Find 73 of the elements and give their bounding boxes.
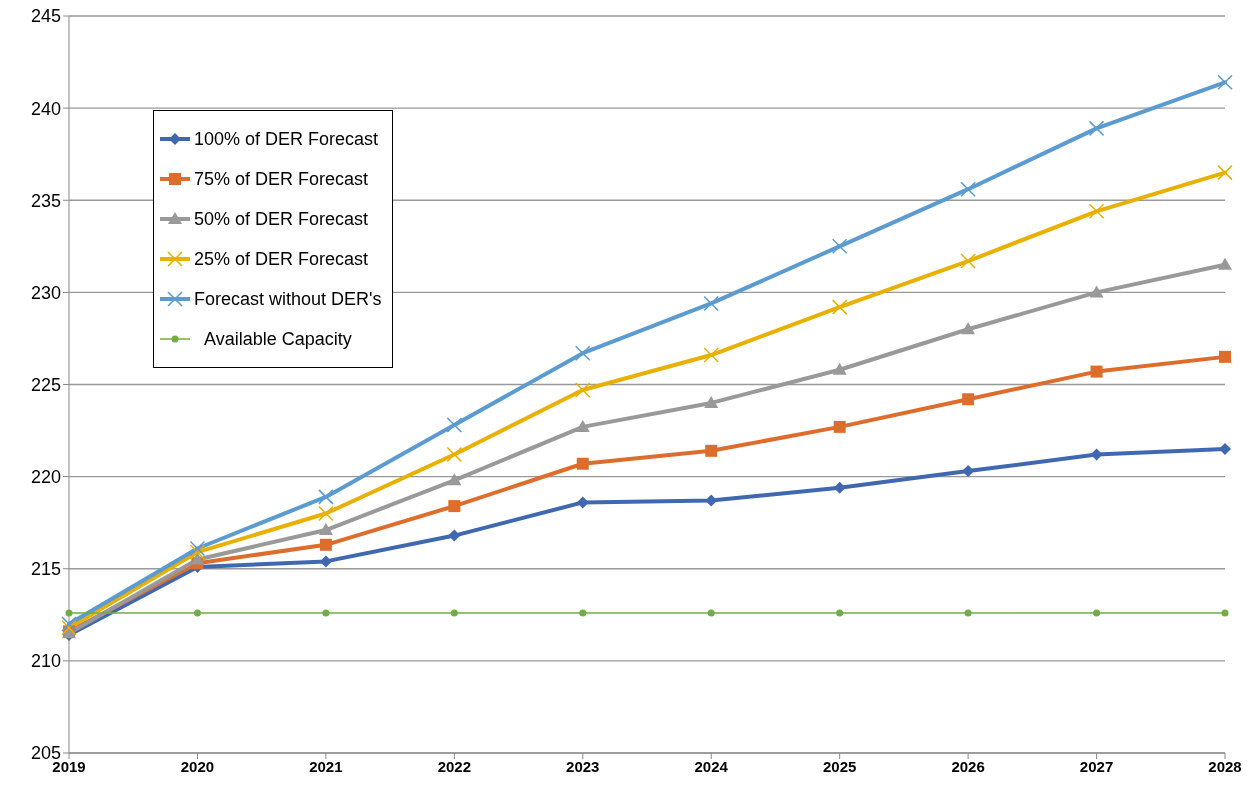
point <box>1221 609 1229 617</box>
point <box>576 457 589 470</box>
point <box>1089 285 1104 298</box>
point <box>703 295 719 312</box>
point <box>1217 164 1233 181</box>
y-tick-label: 210 <box>30 651 61 672</box>
legend-label: Available Capacity <box>204 328 352 350</box>
x-tick-label: 2028 <box>1208 757 1242 775</box>
point <box>962 393 975 406</box>
point <box>450 609 458 617</box>
point <box>61 619 77 636</box>
point <box>831 299 848 315</box>
point <box>579 609 587 617</box>
point <box>446 446 463 463</box>
point <box>318 489 334 505</box>
point <box>1219 350 1231 363</box>
point <box>575 419 590 432</box>
point <box>1093 609 1101 617</box>
y-tick-label: 225 <box>30 374 61 395</box>
y-tick-label: 220 <box>30 467 61 488</box>
x-tick-label: 2025 <box>822 757 857 775</box>
point <box>575 345 591 361</box>
legend-label: 75% of DER Forecast <box>194 168 369 190</box>
x-tick-label: 2024 <box>694 757 729 775</box>
legend-label: 25% of DER Forecast <box>194 248 369 270</box>
x-tick-label: 2021 <box>309 757 343 775</box>
point <box>833 420 846 433</box>
point <box>318 523 333 536</box>
point <box>960 253 976 269</box>
y-tick-label: 215 <box>30 559 61 580</box>
legend-label: Forecast without DER's <box>194 288 382 310</box>
point <box>961 322 976 335</box>
x-tick-label: 2023 <box>566 757 600 775</box>
x-tick-label: 2020 <box>180 757 215 775</box>
y-tick-label: 230 <box>30 282 61 303</box>
point <box>1218 257 1232 270</box>
point <box>1088 203 1105 220</box>
y-tick-label: 240 <box>30 98 61 119</box>
y-tick-label: 235 <box>30 190 61 211</box>
point <box>960 181 976 197</box>
point <box>448 529 461 542</box>
y-tick-label: 245 <box>30 6 61 27</box>
point <box>707 609 715 617</box>
point <box>832 362 847 375</box>
point <box>1219 442 1231 455</box>
x-tick-label: 2027 <box>1079 757 1114 775</box>
point <box>831 238 848 255</box>
point <box>448 500 461 513</box>
point <box>318 505 334 522</box>
point <box>319 538 332 551</box>
point <box>705 444 718 457</box>
point <box>1217 74 1233 91</box>
point <box>322 609 330 617</box>
x-tick-label: 2022 <box>437 757 472 775</box>
point <box>1090 365 1103 378</box>
point <box>703 347 719 363</box>
point <box>964 609 972 617</box>
legend-label: 50% of DER Forecast <box>194 208 369 230</box>
point <box>1088 120 1105 137</box>
legend-label: 100% of DER Forecast <box>194 128 379 150</box>
point <box>704 395 719 408</box>
point <box>575 382 591 398</box>
point <box>61 616 77 632</box>
x-tick-label: 2026 <box>951 757 985 775</box>
point <box>190 552 205 565</box>
point <box>193 609 201 617</box>
point <box>447 473 462 486</box>
point <box>189 544 206 560</box>
point <box>189 540 206 557</box>
point <box>65 609 73 617</box>
point <box>833 481 846 494</box>
point <box>446 417 463 433</box>
point <box>836 609 844 617</box>
